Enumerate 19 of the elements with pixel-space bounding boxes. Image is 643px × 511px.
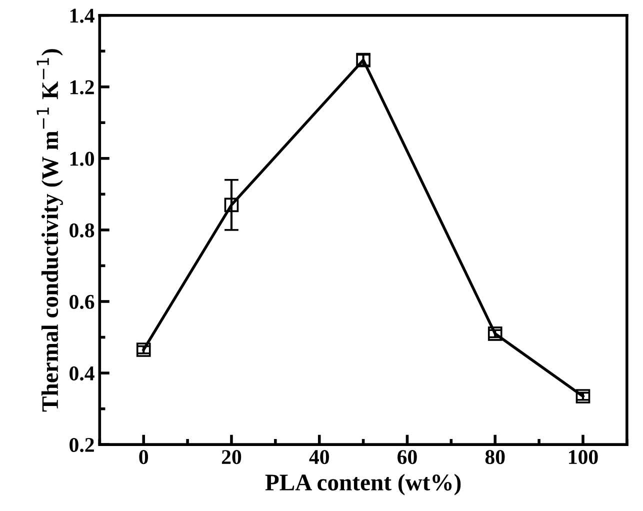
point <box>488 326 502 341</box>
point <box>136 342 151 357</box>
x-tick-label: 0 <box>139 450 148 464</box>
y-axis-title: Thermal conductivity (W m$^{−1}$ K$^{−1}$) <box>36 49 63 412</box>
y-tick-label: 1.0 <box>70 152 94 166</box>
x-tick-label: 20 <box>222 450 242 464</box>
y-tick-label: 0.4 <box>70 366 94 381</box>
x-tick-label: 100 <box>569 450 598 464</box>
y-tick-label: 0.8 <box>70 223 94 238</box>
y-tick-label: 0.2 <box>70 438 94 452</box>
x-tick-label: 40 <box>309 450 329 464</box>
y-tick-label: 1.4 <box>70 8 94 23</box>
point <box>224 198 239 212</box>
x-axis-title: PLA content (wt%) <box>265 474 461 496</box>
x-tick-label: 60 <box>398 450 417 464</box>
y-tick-label: 0.6 <box>70 294 94 310</box>
x-tick-label: 80 <box>485 450 505 464</box>
point <box>576 389 590 404</box>
y-tick-label: 1.2 <box>70 80 94 94</box>
